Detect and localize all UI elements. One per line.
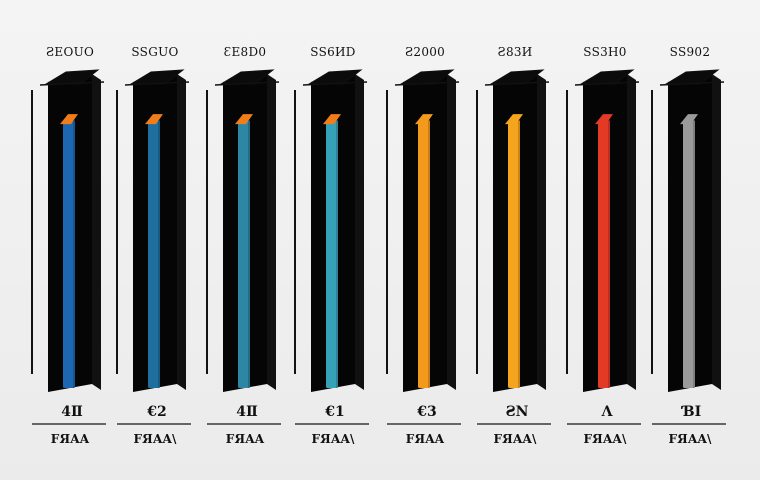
bar-5-bottom-label: €3 [416,404,436,420]
bar-2-value [148,120,160,388]
bar-4-foot-label: FЯAA\ [311,432,355,446]
bar-7-value-cap [595,114,613,125]
bar-1-top-label: ƧEOUO [46,45,94,59]
bar-5-value-shadow [428,120,430,388]
bar-7-top-label: SS3H0 [583,45,626,59]
bar-4-side-panel [355,74,364,390]
bar-2-top-edge [124,81,190,86]
bar-1-value [63,120,75,388]
bar-3-value-shadow [248,120,250,388]
bar-3-value-cap [235,114,253,125]
bar-1-side-panel [92,74,101,390]
bar-4-top-edge [302,81,368,86]
bar-7-bottom-label: Λ [601,404,614,420]
bar-group-7: SS3H0 Λ FЯAA\ [566,45,641,446]
bar-4-top-label: SS6ИD [310,45,355,59]
bar-2-side-panel [177,74,186,390]
bar-5-value [418,120,430,388]
bar-3-value [238,120,250,388]
bar-group-5: Ƨ2000 €3 FЯAA [386,45,461,446]
bar-8-side-panel [712,74,721,390]
bar-8-value-cap [680,114,698,125]
bar-4-value-shadow [336,120,338,388]
bar-2-bottom-label: €2 [146,404,166,420]
bar-group-6: Ƨ83И ƧN FЯAA\ [476,45,551,446]
bar-6-foot-label: FЯAA\ [493,432,537,446]
bar-4-value-cap [323,114,341,125]
bar-3-foot-label: FЯAA [226,432,265,446]
bar-3-bottom-label: 4Ⅱ [236,404,258,420]
bar-2-value-shadow [158,120,160,388]
bar-1-foot-label: FЯAA [51,432,90,446]
bar-3-side-panel [267,74,276,390]
bar-1-value-shadow [73,120,75,388]
bar-group-1: ƧEOUO 4Ⅱ FЯAA [31,45,106,446]
bar-7-foot-label: FЯAA\ [583,432,627,446]
bar-2-value-cap [145,114,163,125]
bar-6-top-label: Ƨ83И [497,45,532,59]
bar-group-4: SS6ИD €1 FЯAA\ [294,45,369,446]
bar-8-bottom-label: ƁI [681,404,701,420]
bar-3-top-label: ƐE8D0 [224,45,267,59]
bar-2-foot-label: FЯAA\ [133,432,177,446]
bar-group-3: ƐE8D0 4Ⅱ FЯAA [206,45,281,446]
bar-6-value-shadow [518,120,520,388]
bar-6-bottom-label: ƧN [506,404,529,420]
bar-5-side-panel [447,74,456,390]
bar-1-value-cap [60,114,78,125]
bar-1-bottom-label: 4Ⅱ [61,404,83,420]
bar-8-top-edge [659,81,725,86]
bar-5-foot-label: FЯAA [406,432,445,446]
bar-7-top-edge [574,81,640,86]
bar-6-side-panel [537,74,546,390]
bar-group-2: SSGUO €2 FЯAA\ [116,45,191,446]
bar-6-value [508,120,520,388]
bar-8-top-label: SS902 [670,45,711,59]
bar-1-top-edge [39,81,105,86]
bar-group-8: SS902 ƁI FЯAA\ [651,45,726,446]
bar-2-top-label: SSGUO [131,45,178,59]
bar-6-top-edge [484,81,550,86]
bar-6-value-cap [505,114,523,125]
bar-3-top-edge [214,81,280,86]
bar-7-side-panel [627,74,636,390]
bar-4-bottom-label: €1 [324,404,344,420]
bar-7-value-shadow [608,120,610,388]
bar-8-value-shadow [693,120,695,388]
bar-5-top-label: Ƨ2000 [405,45,445,59]
bar-8-foot-label: FЯAA\ [668,432,712,446]
bar-8-value [683,120,695,388]
bar-4-value [326,120,338,388]
bar-5-top-edge [394,81,460,86]
bar-7-value [598,120,610,388]
bar-5-value-cap [415,114,433,125]
